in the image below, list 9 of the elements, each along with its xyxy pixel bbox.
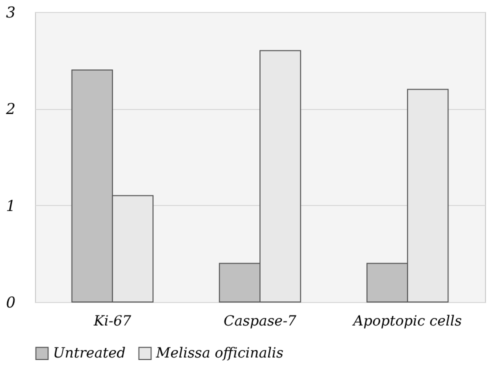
x-tick-label: Apoptopic cells [351,314,462,330]
y-tick-label: 1 [6,196,16,215]
y-tick-label: 3 [6,4,16,22]
legend-label: Melissa officinalis [155,345,284,362]
y-tick-label: 2 [4,100,16,118]
y-tick-label: 0 [6,294,16,312]
legend-label: Untreated [53,345,126,362]
x-tick-label: Ki-67 [92,314,132,330]
x-tick-label: Caspase-7 [224,314,296,330]
